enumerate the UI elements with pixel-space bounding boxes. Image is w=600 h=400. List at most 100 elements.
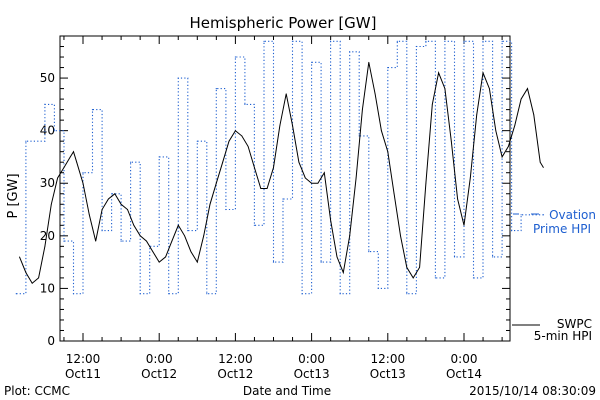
swpc-point [438, 72, 439, 74]
ovation-prime-point [91, 109, 94, 111]
swpc-point [44, 245, 46, 247]
ovation-prime-point [542, 214, 545, 216]
plot-credit: Plot: CCMC [4, 384, 70, 398]
swpc-point [120, 203, 122, 205]
x-tick-label-date: Oct12 [141, 367, 177, 381]
ovation-prime-point [339, 293, 341, 295]
ovation-prime-point [425, 40, 427, 42]
swpc-point [393, 193, 395, 195]
ovation-prime-point [215, 88, 217, 90]
ovation-prime-point [301, 293, 303, 295]
ovation-prime-series [15, 40, 545, 295]
ovation-prime-point [244, 103, 246, 105]
ovation-prime-point [349, 51, 351, 53]
plot-frame [59, 35, 511, 342]
swpc-point [273, 167, 274, 168]
x-tick-label-time: 0:00 [298, 352, 325, 366]
swpc-point [501, 156, 503, 158]
swpc-point [108, 198, 109, 200]
ovation-prime-point [330, 40, 332, 42]
swpc-point [88, 214, 90, 216]
ovation-prime-point [482, 40, 484, 42]
swpc-point [127, 209, 128, 210]
swpc-point [412, 277, 414, 279]
legend-ovation-label-line1: Ovation [549, 208, 596, 222]
ovation-prime-point [263, 40, 265, 42]
y-tick-label: 40 [40, 124, 55, 138]
plot-timestamp: 2015/10/14 08:30:09 [469, 384, 596, 398]
swpc-point [158, 261, 160, 263]
swpc-point [317, 182, 319, 184]
ovation-prime-point [492, 256, 494, 258]
swpc-point [215, 182, 217, 184]
swpc-point [247, 146, 249, 147]
legend-swpc-label-line1: SWPC [557, 317, 592, 331]
ovation-prime-point [368, 251, 370, 253]
x-tick-label-time: 12:00 [66, 352, 101, 366]
swpc-point [146, 240, 147, 242]
swpc-point [514, 125, 516, 126]
swpc-point [228, 140, 230, 142]
swpc-point [463, 224, 465, 226]
ovation-prime-point [158, 156, 160, 158]
swpc-point [444, 88, 446, 89]
ovation-prime-point [387, 67, 389, 69]
swpc-point [190, 251, 192, 253]
ovation-prime-point [196, 140, 198, 142]
swpc-point [450, 140, 452, 142]
swpc-point [25, 272, 27, 273]
ovation-prime-point [130, 161, 132, 163]
swpc-point [63, 167, 65, 168]
swpc-point [539, 161, 541, 163]
x-tick-label-time: 12:00 [371, 352, 406, 366]
ovation-prime-point [311, 61, 313, 63]
swpc-point [330, 219, 331, 221]
swpc-point [235, 130, 236, 132]
x-tick-label-date: Oct11 [65, 367, 101, 381]
swpc-point [203, 235, 205, 237]
ovation-prime-point [377, 287, 379, 289]
legend-swpc-label-line2: 5-min HPI [534, 329, 592, 343]
swpc-point [260, 188, 262, 189]
swpc-point [279, 125, 281, 126]
ovation-prime-point [511, 230, 513, 232]
swpc-point [50, 203, 52, 205]
y-axis-ticks: 0 10 20 30 40 50 [40, 35, 510, 348]
swpc-point [342, 272, 344, 273]
ovation-prime-point [53, 130, 56, 132]
ovation-prime-point [101, 230, 103, 232]
swpc-point [19, 256, 20, 258]
swpc-point [57, 177, 58, 179]
ovation-prime-point [206, 293, 208, 295]
swpc-point [527, 88, 528, 89]
x-axis-label: Date and Time [243, 384, 331, 398]
swpc-point [152, 251, 154, 253]
swpc-point [368, 61, 370, 63]
swpc-point [184, 235, 186, 237]
swpc-point [133, 224, 135, 226]
swpc-point [177, 224, 179, 226]
swpc-point [298, 161, 300, 163]
swpc-point [374, 93, 376, 95]
swpc-point [336, 256, 338, 258]
ovation-prime-point [120, 240, 122, 242]
x-tick-label-date: Oct14 [446, 367, 482, 381]
swpc-point [520, 98, 522, 100]
swpc-point [406, 267, 408, 268]
ovation-prime-point [434, 277, 436, 279]
ovation-prime-point [253, 224, 255, 226]
swpc-point [304, 177, 306, 179]
x-tick-label-date: Oct12 [217, 367, 253, 381]
swpc-point [381, 130, 382, 132]
ovation-prime-point [15, 293, 17, 295]
ovation-prime-point [82, 172, 84, 174]
swpc-point [222, 161, 224, 163]
y-tick-label: 30 [40, 176, 55, 190]
swpc-series [19, 61, 544, 284]
swpc-point [469, 177, 471, 179]
chart-title: Hemispheric Power [GW] [190, 14, 377, 32]
ovation-prime-point [415, 45, 417, 48]
y-axis-label: P [GW] [6, 173, 21, 218]
